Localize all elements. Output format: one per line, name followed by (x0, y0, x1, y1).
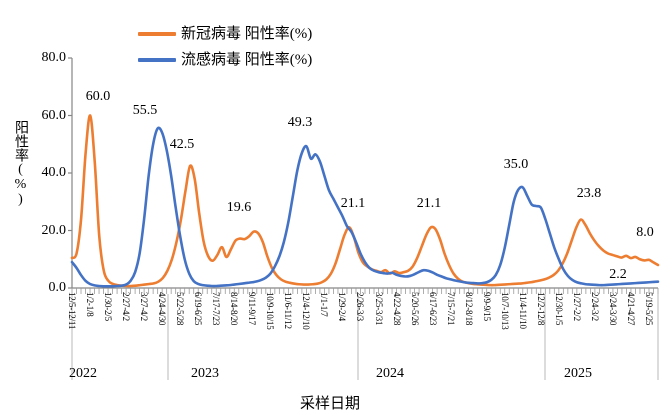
x-tick-label: 1/30-2/5 (103, 292, 114, 321)
data-point-label: 49.3 (287, 115, 313, 130)
data-series-group (70, 114, 660, 288)
year-label-2024: 2024 (376, 366, 404, 381)
x-tick-label: 5/19-5/25 (643, 292, 654, 326)
x-tick-label: 1/27-2/2 (571, 292, 582, 321)
y-axis-title: 阳性率(%) (13, 120, 28, 207)
data-point-label: 19.6 (226, 200, 252, 215)
x-axis-year-labels: 2022 2023 2024 2025 (0, 366, 660, 386)
legend-item-influenza[interactable]: 流感病毒 阳性率(%) (138, 50, 312, 70)
legend-label-covid: 新冠病毒 阳性率(%) (181, 26, 313, 42)
x-tick-label: 7/17-7/23 (211, 292, 222, 326)
data-point-label: 8.0 (636, 225, 654, 240)
x-tick-label: 1/2-1/8 (85, 292, 96, 317)
axis-lines (68, 57, 659, 294)
y-tick-label-20: 20.0 (41, 222, 67, 238)
year-label-2025: 2025 (564, 366, 592, 381)
x-tick-label: 3/25-3/31 (373, 292, 384, 326)
x-tick-label: 4/22-4/28 (391, 292, 402, 326)
x-tick-label: 2/24-3/2 (589, 292, 600, 321)
x-tick-label: 6/17-6/23 (427, 292, 438, 326)
x-tick-label: 12/4-12/10 (301, 292, 312, 330)
x-axis-tick-labels: 12/5-12/11 1/2-1/8 1/30-2/5 2/27-4/2 3/27-4/… (0, 292, 660, 344)
x-tick-label: 12/30-1/5 (553, 292, 564, 326)
year-label-2022: 2022 (69, 366, 97, 381)
data-point-label: 21.1 (340, 196, 366, 211)
data-point-label: 55.5 (132, 103, 158, 118)
x-tick-label: 10/7-10/13 (499, 292, 510, 330)
data-point-label: 60.0 (85, 89, 111, 104)
y-tick-label-60: 60.0 (41, 107, 67, 123)
x-tick-label: 3/27-4/2 (139, 292, 150, 321)
x-tick-label: 10/9-10/15 (265, 292, 276, 330)
x-tick-label: 9/11-9/17 (247, 292, 258, 325)
chart-legend: 新冠病毒 阳性率(%) 流感病毒 阳性率(%) (138, 24, 312, 70)
y-tick-label-0: 0.0 (48, 280, 67, 295)
x-tick-label: 9/9-9/15 (481, 292, 492, 321)
x-tick-label: 11/4-11/10 (517, 292, 528, 329)
legend-label-influenza: 流感病毒 阳性率(%) (181, 52, 313, 68)
x-tick-label: 8/12-8/18 (463, 292, 474, 326)
legend-swatch-influenza (138, 58, 176, 62)
x-axis-title: 采样日期 (299, 396, 360, 412)
data-point-label: 21.1 (416, 196, 442, 211)
x-tick-label: 4/24-4/30 (157, 292, 168, 326)
data-point-label: 42.5 (169, 137, 195, 152)
x-tick-label: 8/14-8/20 (229, 292, 240, 326)
y-tick-label-80: 80.0 (41, 50, 67, 65)
x-tick-label: 3/24-3/30 (607, 292, 618, 326)
data-point-label: 23.8 (576, 186, 602, 201)
x-tick-label: 2/27-4/2 (121, 292, 132, 321)
year-separators (71, 294, 659, 380)
x-tick-label: 5/20-5/26 (409, 292, 420, 326)
x-tick-label: 7/15-7/21 (445, 292, 456, 326)
x-tick-label: 12/2-12/8 (535, 292, 546, 326)
x-tick-label: 1/1-1/7 (319, 292, 330, 317)
x-tick-label: 5/22-5/28 (175, 292, 186, 326)
data-point-label: 2.2 (609, 267, 627, 282)
legend-item-covid[interactable]: 新冠病毒 阳性率(%) (138, 24, 312, 44)
x-tick-label: 6/19-6/25 (193, 292, 204, 326)
legend-swatch-covid (138, 32, 176, 36)
x-tick-label: 12/5-12/11 (67, 292, 77, 330)
series-line-covid (70, 114, 660, 288)
x-tick-label: 2/26-3/3 (355, 292, 366, 321)
x-tick-label: 4/21-4/27 (625, 292, 636, 326)
series-line-influenza (70, 126, 660, 288)
year-label-2023: 2023 (191, 366, 219, 381)
y-axis-tick-labels: 0.0 20.0 40.0 60.0 80.0 (22, 0, 67, 419)
x-tick-label: 11/6-11/12 (283, 292, 294, 329)
x-tick-label: 1/29-2/4 (337, 292, 348, 321)
y-tick-label-40: 40.0 (41, 165, 67, 180)
data-point-label: 35.0 (503, 157, 529, 172)
